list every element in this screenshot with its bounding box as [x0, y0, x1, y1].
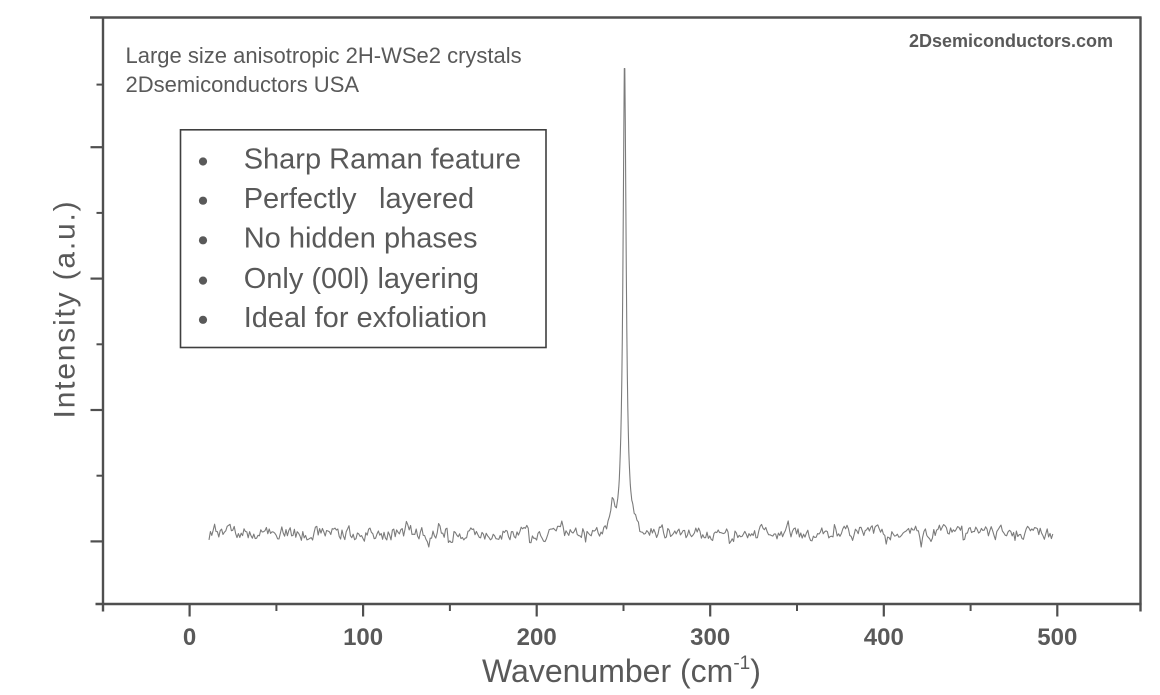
svg-text:Wavenumber (cm-1): Wavenumber (cm-1)	[482, 653, 761, 689]
svg-text:2Dsemiconductors.com: 2Dsemiconductors.com	[909, 31, 1113, 51]
svg-text:Large size anisotropic 2H-WSe2: Large size anisotropic 2H-WSe2 crystals	[126, 43, 522, 68]
svg-text:2Dsemiconductors USA: 2Dsemiconductors USA	[126, 72, 360, 97]
svg-text:Intensity (a.u.): Intensity (a.u.)	[49, 200, 82, 419]
svg-text:300: 300	[690, 624, 730, 651]
svg-text:Ideal for exfoliation: Ideal for exfoliation	[244, 302, 487, 334]
svg-text:200: 200	[517, 624, 557, 651]
svg-text:400: 400	[864, 624, 904, 651]
svg-text:No hidden phases: No hidden phases	[244, 223, 478, 255]
svg-text:Perfectly layered: Perfectly layered	[244, 183, 475, 215]
svg-text:Only (00l) layering: Only (00l) layering	[244, 263, 479, 295]
svg-text:0: 0	[183, 624, 196, 651]
svg-text:Sharp Raman feature: Sharp Raman feature	[244, 144, 521, 176]
svg-text:500: 500	[1037, 624, 1077, 651]
svg-text:100: 100	[343, 624, 383, 651]
